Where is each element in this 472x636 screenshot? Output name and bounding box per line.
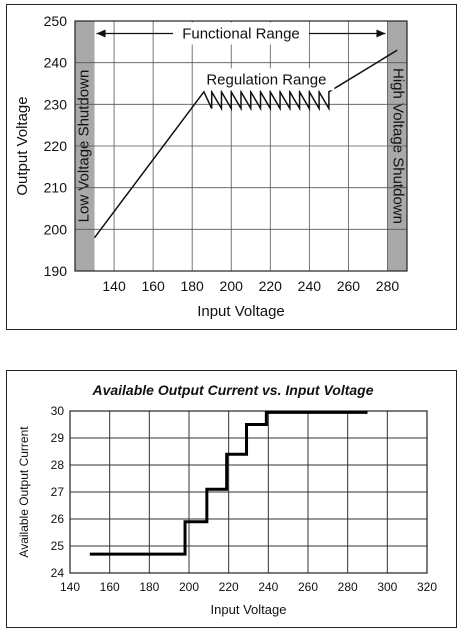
y-tick-label: 240 xyxy=(44,55,68,71)
x-tick-label: 260 xyxy=(298,580,318,594)
y-tick-label: 30 xyxy=(51,404,65,418)
y-tick-label: 24 xyxy=(51,566,65,580)
x-tick-label: 180 xyxy=(180,278,204,294)
x-tick-label: 280 xyxy=(376,278,400,294)
x-tick-label: 240 xyxy=(298,278,322,294)
x-tick-label: 160 xyxy=(141,278,165,294)
output-voltage-chart-panel: Low Voltage Shutdown High Voltage Shutdow… xyxy=(6,4,457,330)
x-tick-label: 140 xyxy=(60,580,80,594)
output-voltage-chart: Low Voltage Shutdown High Voltage Shutdow… xyxy=(14,13,408,320)
y-tick-label: 190 xyxy=(44,263,68,279)
output-current-chart-panel: Available Output Current vs. Input Volta… xyxy=(6,370,457,628)
x-tick-label: 160 xyxy=(100,580,120,594)
x-tick-label: 240 xyxy=(258,580,278,594)
y-tick-label: 27 xyxy=(51,485,65,499)
x-tick-label: 220 xyxy=(259,278,283,294)
plot-frame xyxy=(74,20,408,272)
x-axis-label: Input Voltage xyxy=(211,602,287,617)
x-tick-label: 140 xyxy=(102,278,126,294)
output-current-chart: Available Output Current vs. Input Volta… xyxy=(17,382,437,617)
x-tick-label: 220 xyxy=(219,580,239,594)
regulation-range-label-bg xyxy=(198,68,335,91)
y-tick-label: 230 xyxy=(44,96,68,112)
regulation-range-label: Regulation Range xyxy=(206,71,326,88)
y-tick-label: 26 xyxy=(51,512,65,526)
x-tick-label: 260 xyxy=(337,278,361,294)
available-current-step-line xyxy=(89,410,368,556)
y-axis-label: Available Output Current xyxy=(17,426,31,558)
x-tick-label: 320 xyxy=(417,580,437,594)
x-axis-label: Input Voltage xyxy=(197,303,285,320)
y-axis-label: Output Voltage xyxy=(14,96,31,195)
chart-title: Available Output Current vs. Input Volta… xyxy=(91,382,373,398)
y-tick-label: 200 xyxy=(44,221,68,237)
x-tick-label: 180 xyxy=(139,580,159,594)
plot-frame xyxy=(69,410,428,574)
y-tick-label: 220 xyxy=(44,138,68,154)
functional-range-arrowhead-right xyxy=(376,29,386,38)
y-tick-label: 28 xyxy=(51,458,65,472)
y-tick-label: 210 xyxy=(44,180,68,196)
y-tick-label: 250 xyxy=(44,13,68,29)
x-tick-label: 200 xyxy=(220,278,244,294)
x-tick-label: 200 xyxy=(179,580,199,594)
x-tick-label: 300 xyxy=(377,580,397,594)
functional-range-arrowhead-left xyxy=(96,29,106,38)
y-tick-label: 29 xyxy=(51,431,65,445)
functional-range-label: Functional Range xyxy=(182,26,300,43)
functional-range-label-bg xyxy=(173,22,309,45)
y-tick-label: 25 xyxy=(51,539,65,553)
x-tick-label: 280 xyxy=(338,580,358,594)
output-voltage-line xyxy=(93,49,398,239)
